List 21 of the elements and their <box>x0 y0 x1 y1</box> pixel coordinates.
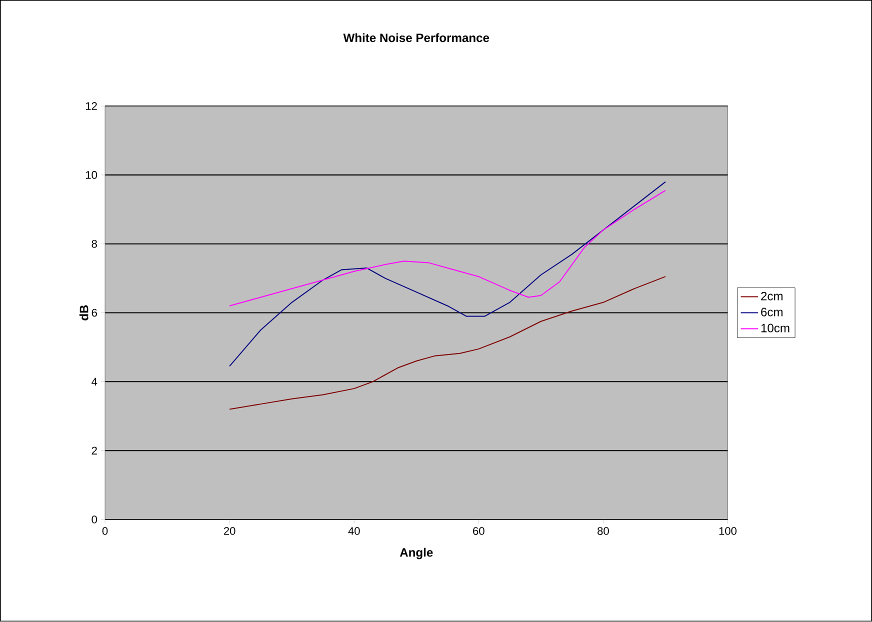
line-series <box>229 276 666 410</box>
x-tick-label: 40 <box>348 527 360 536</box>
legend-label: 10cm <box>761 324 790 333</box>
x-tick-label: 100 <box>719 527 737 536</box>
y-tick-label: 10 <box>86 171 98 180</box>
legend-label: 2cm <box>761 292 783 301</box>
x-tick-label: 20 <box>224 527 236 536</box>
y-tick-label: 0 <box>92 516 98 524</box>
y-tick-label: 8 <box>92 240 97 248</box>
x-tick-label: 0 <box>102 527 108 536</box>
y-tick-label: 6 <box>92 309 97 317</box>
y-tick-label: 12 <box>86 102 97 110</box>
x-axis-title: Angle <box>400 548 433 560</box>
chart-title: White Noise Performance <box>343 34 490 42</box>
y-tick-label: 4 <box>92 378 98 386</box>
y-axis-title: dB <box>79 306 88 321</box>
x-tick-label: 80 <box>598 527 609 536</box>
y-tick-label: 2 <box>92 446 97 455</box>
x-tick-label: 60 <box>473 527 484 536</box>
legend-label: 6cm <box>761 308 783 317</box>
line-series <box>229 182 666 367</box>
